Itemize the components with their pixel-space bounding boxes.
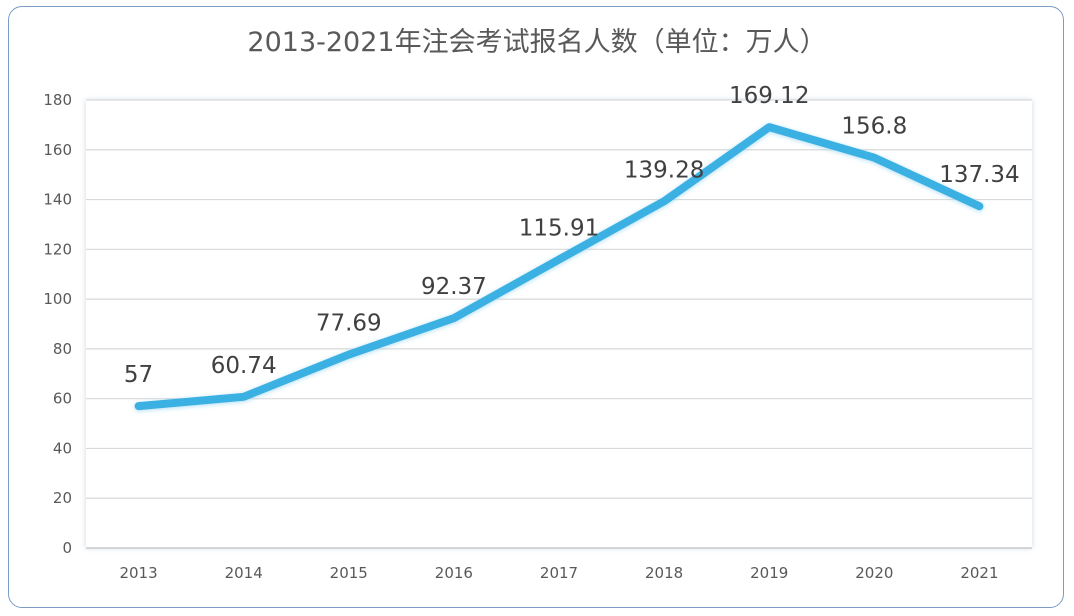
data-label: 156.8 bbox=[841, 114, 907, 140]
x-tick-label: 2014 bbox=[225, 564, 263, 582]
data-label: 92.37 bbox=[421, 274, 487, 300]
data-label: 57 bbox=[124, 362, 153, 388]
data-label: 139.28 bbox=[624, 157, 704, 183]
x-tick-label: 2017 bbox=[540, 564, 578, 582]
y-tick-label: 100 bbox=[43, 290, 72, 308]
y-tick-label: 120 bbox=[43, 240, 72, 258]
series-group bbox=[134, 123, 984, 411]
y-tick-label: 160 bbox=[43, 141, 72, 159]
x-tick-label: 2020 bbox=[855, 564, 893, 582]
data-labels: 57 60.74 77.69 92.37 115.91 139.28 169.12 156.8… bbox=[124, 83, 1020, 388]
x-tick-label: 2015 bbox=[330, 564, 368, 582]
data-label: 60.74 bbox=[211, 353, 277, 379]
data-label: 115.91 bbox=[519, 216, 599, 242]
y-tick-label: 0 bbox=[62, 539, 72, 557]
data-label: 137.34 bbox=[939, 162, 1019, 188]
x-tick-label: 2019 bbox=[750, 564, 788, 582]
x-tick-label: 2016 bbox=[435, 564, 473, 582]
x-tick-label: 2018 bbox=[645, 564, 683, 582]
x-tick-label: 2013 bbox=[119, 564, 157, 582]
x-axis-ticks: 2013 2014 2015 2016 2017 2018 2019 2020 2021 bbox=[119, 564, 998, 582]
data-label: 169.12 bbox=[729, 83, 809, 109]
y-tick-label: 60 bbox=[53, 390, 72, 408]
y-axis-ticks: 0 20 40 60 80 100 120 140 160 180 bbox=[43, 91, 72, 557]
y-tick-label: 20 bbox=[53, 489, 72, 507]
x-tick-label: 2021 bbox=[960, 564, 998, 582]
plot-area bbox=[86, 100, 1032, 548]
y-tick-label: 180 bbox=[43, 91, 72, 109]
y-tick-label: 80 bbox=[53, 340, 72, 358]
y-tick-label: 140 bbox=[43, 191, 72, 209]
data-label: 77.69 bbox=[316, 311, 382, 337]
y-tick-label: 40 bbox=[53, 439, 72, 457]
chart-title: 2013-2021年注会考试报名人数（单位：万人） bbox=[247, 27, 827, 58]
